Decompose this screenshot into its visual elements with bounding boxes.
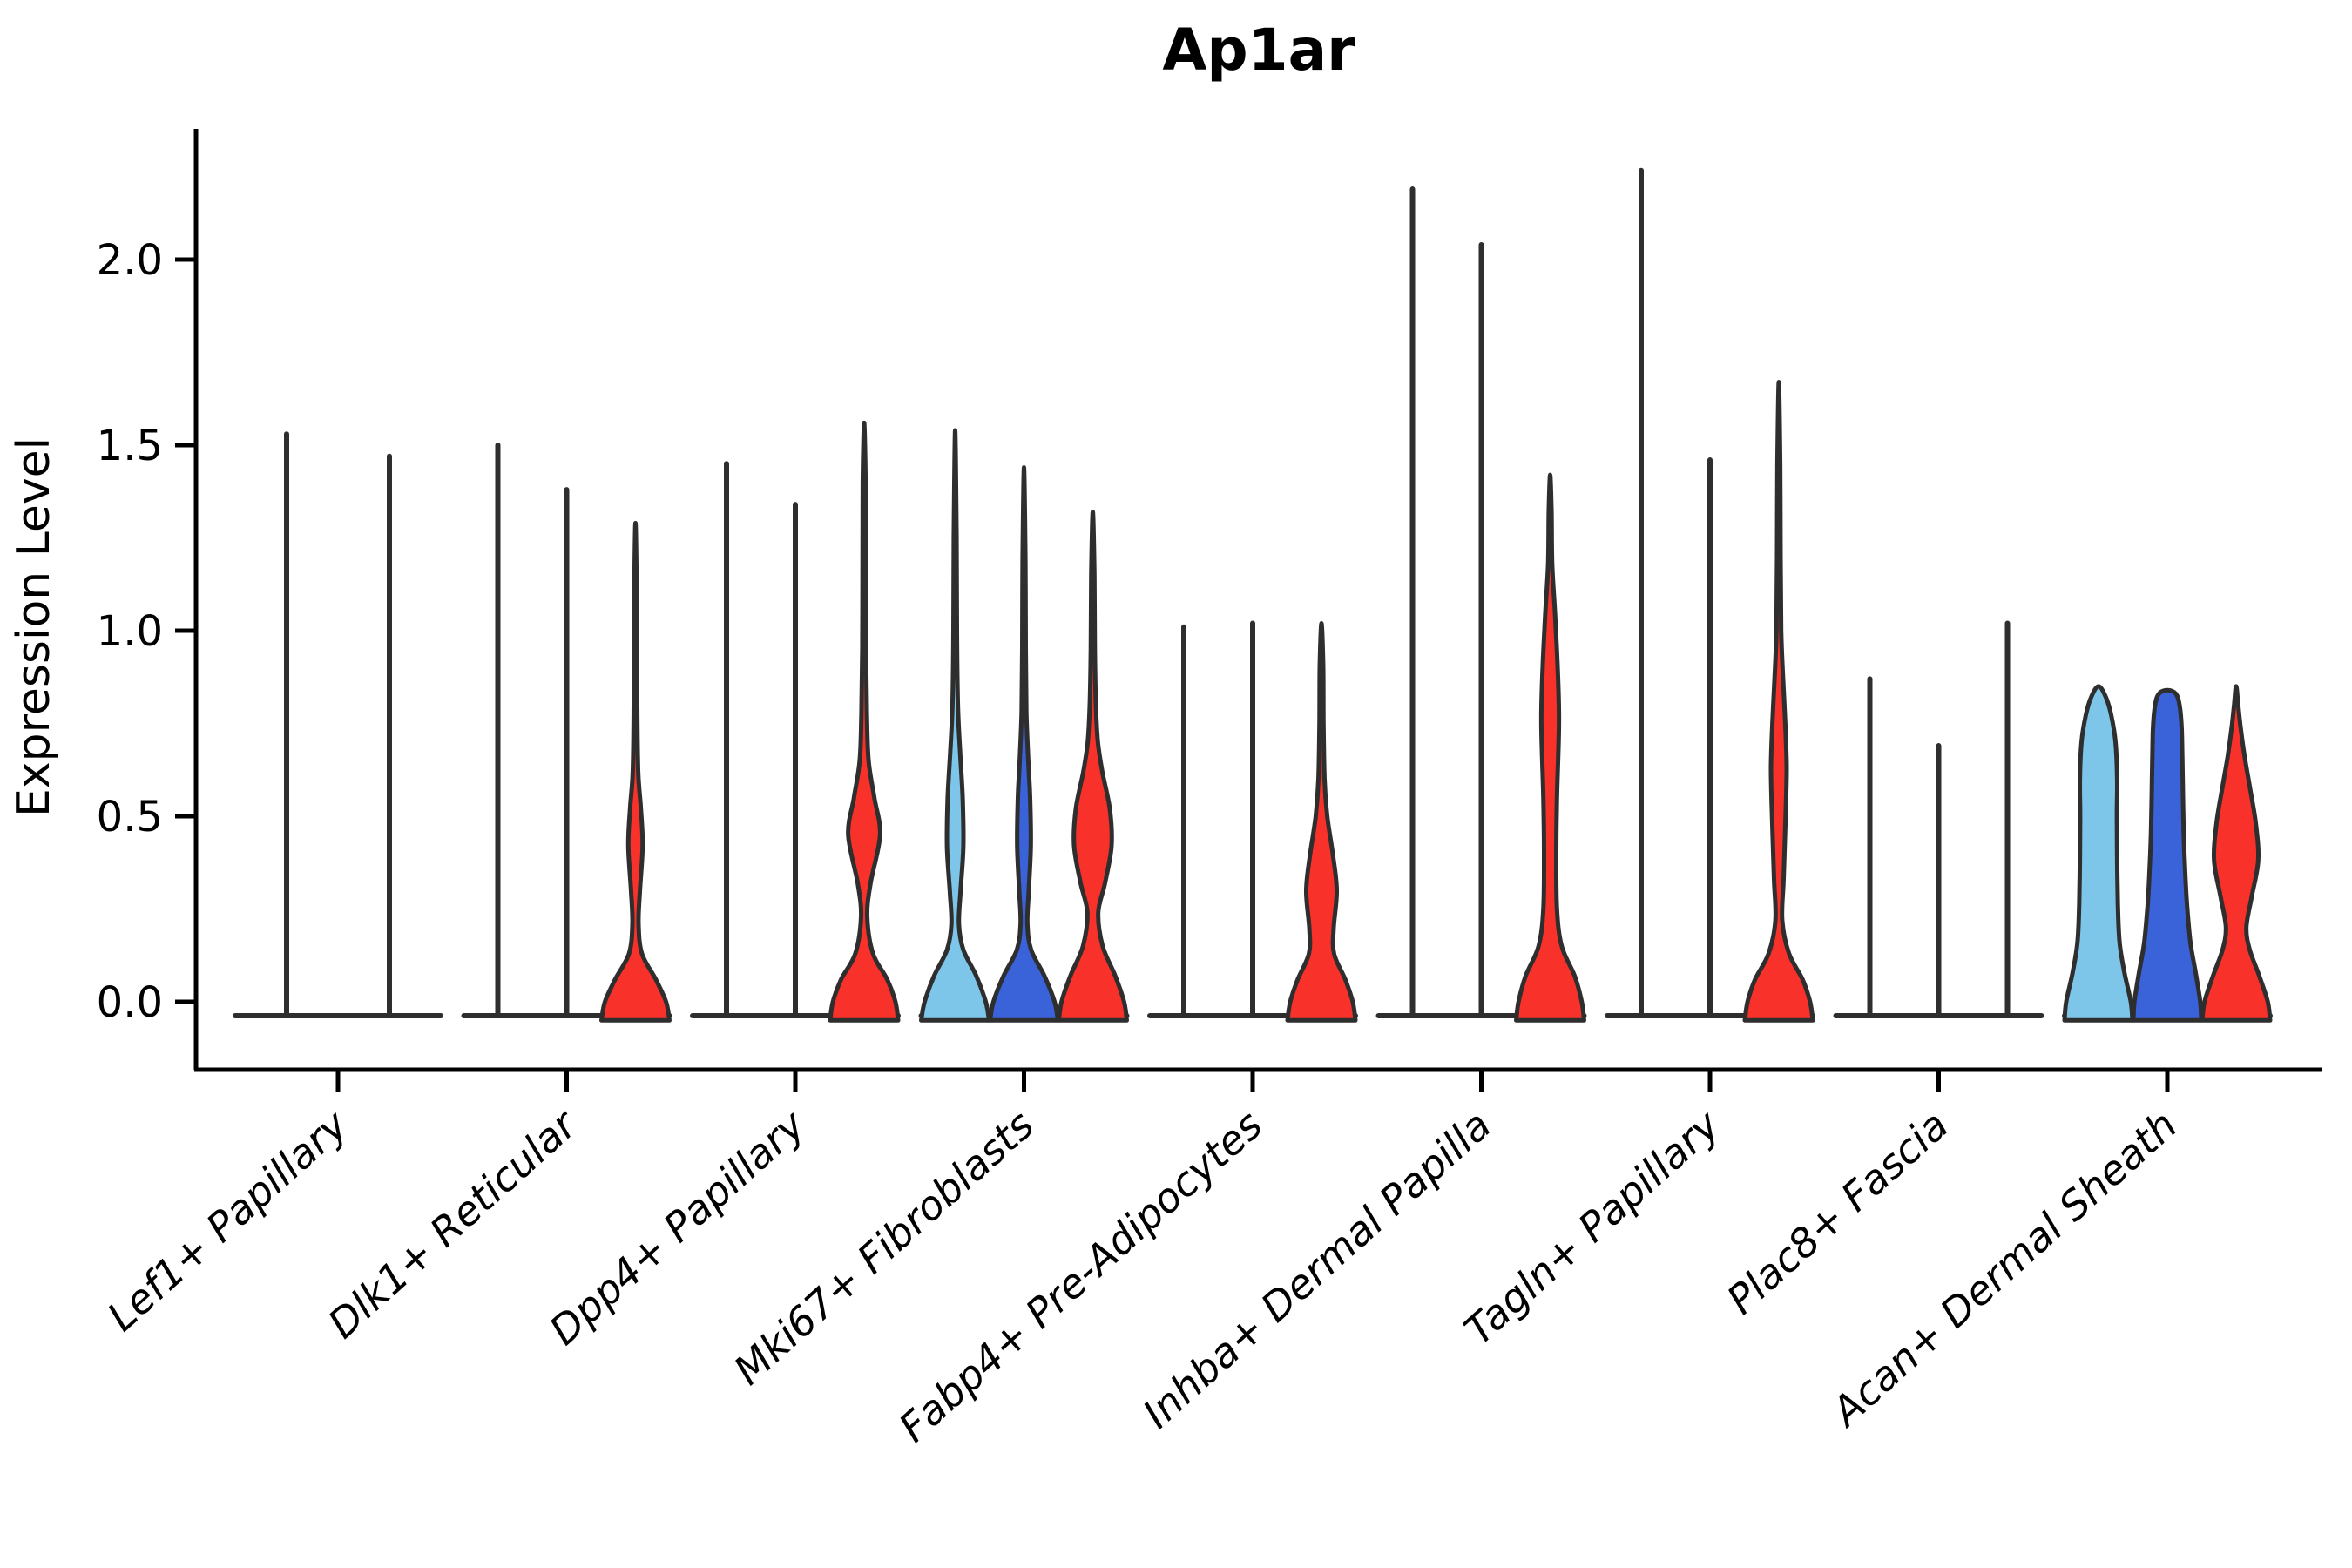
y-tick-label: 0.5	[97, 793, 163, 841]
y-tick-label: 0.0	[97, 978, 163, 1027]
violin-red	[828, 420, 901, 1023]
violin-blue	[2131, 687, 2204, 1023]
y-tick-label: 2.0	[97, 236, 163, 285]
violin-red	[1057, 510, 1129, 1023]
violin-red	[2200, 684, 2273, 1023]
violin-red	[1514, 472, 1586, 1023]
violin-red	[599, 521, 672, 1023]
violin-lightblue	[2062, 684, 2135, 1023]
y-axis-label: Expression Level	[8, 437, 60, 817]
y-tick-label: 1.0	[97, 607, 163, 656]
violin-red	[1285, 621, 1358, 1023]
x-tick-label: Fabp4+ Pre-Adipocytes	[889, 1101, 1271, 1451]
violin-blue	[988, 465, 1060, 1023]
x-tick-label: Plac8+ Fascia	[1718, 1101, 1957, 1323]
chart-title: Ap1ar	[1162, 17, 1355, 84]
x-tick-label: Lef1+ Papillary	[98, 1101, 357, 1341]
violin-red	[1742, 380, 1815, 1023]
violin-lightblue	[919, 428, 991, 1023]
x-tick-label: Dlk1+ Reticular	[319, 1099, 587, 1348]
y-tick-label: 1.5	[97, 422, 163, 470]
